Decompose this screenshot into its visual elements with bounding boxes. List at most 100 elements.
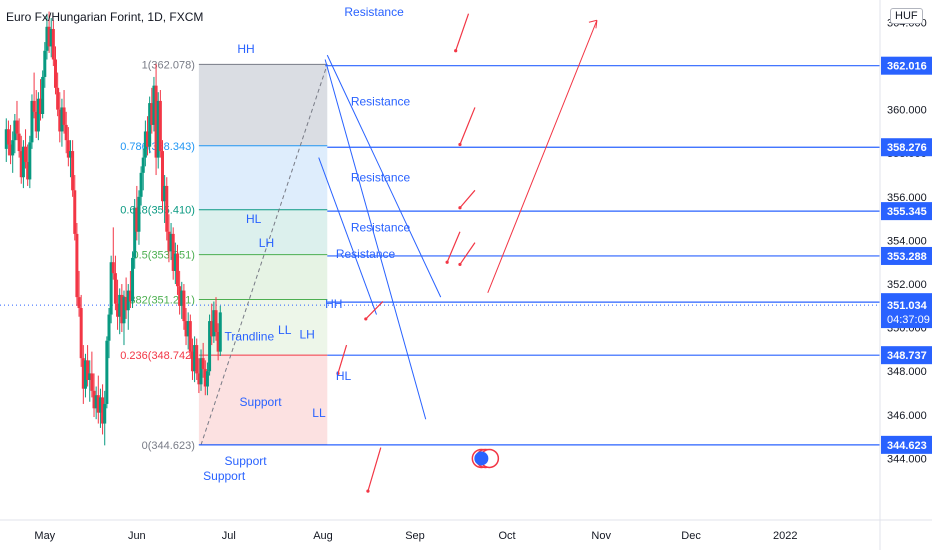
- chart-annotation: Support: [203, 469, 246, 483]
- candle-body: [128, 290, 132, 302]
- candle-body: [86, 360, 90, 380]
- candle-body: [163, 185, 167, 202]
- candle-body: [101, 397, 105, 424]
- candle-body: [126, 290, 130, 311]
- candle-body: [109, 262, 113, 315]
- annotation-arrow-tip: [454, 49, 458, 53]
- price-label-bg: [881, 346, 932, 365]
- fib-zone: [198, 64, 328, 146]
- candle-body: [167, 231, 171, 252]
- channel-inner-line: [318, 157, 377, 315]
- candle-body: [58, 109, 62, 132]
- candle-body: [15, 120, 19, 134]
- annotation-arrow-tip: [458, 142, 462, 147]
- chart-annotation: LL: [312, 406, 326, 420]
- candle-body: [4, 129, 8, 149]
- price-label-bg: [881, 435, 932, 454]
- candle-body: [113, 273, 117, 304]
- candle-body: [62, 107, 66, 125]
- fib-level-label: 0.382(351.291): [120, 294, 195, 306]
- candle-body: [79, 308, 83, 359]
- candle-body: [71, 151, 75, 191]
- candle-body: [81, 358, 85, 389]
- candle-body: [218, 312, 222, 352]
- candle-body: [49, 28, 53, 47]
- candle-body: [41, 76, 45, 114]
- candle-body: [120, 294, 124, 324]
- candle-body: [165, 185, 169, 232]
- candle-body: [135, 207, 139, 232]
- annotation-arrow: [337, 344, 348, 374]
- candle-body: [133, 207, 137, 258]
- price-label: 348.737: [887, 350, 927, 362]
- annotation-arrow: [459, 107, 476, 145]
- price-label-bg: [881, 56, 932, 75]
- candle-body: [131, 257, 135, 302]
- candle-body: [146, 131, 150, 147]
- chart-annotation: HH: [325, 297, 342, 311]
- price-label: 353.288: [887, 251, 927, 263]
- price-label-bg: [881, 202, 932, 221]
- countdown-label: 04:37:09: [887, 314, 930, 326]
- symbol-title: Euro Fx/Hungarian Forint, 1D, FXCM: [6, 10, 204, 24]
- x-tick-label: Sep: [405, 530, 425, 542]
- candle-body: [24, 146, 28, 162]
- price-axis: [880, 0, 932, 550]
- chart-annotation: Resistance: [336, 247, 396, 261]
- candle-body: [124, 297, 128, 311]
- candle-body: [107, 314, 111, 341]
- candle-body: [45, 26, 49, 51]
- annotation-arrow: [455, 13, 470, 51]
- candle-body: [105, 340, 109, 404]
- candle-body: [66, 140, 70, 158]
- candle-body: [64, 124, 68, 141]
- candle-body: [137, 196, 141, 232]
- y-tick-label: 356.000: [887, 192, 927, 204]
- annotation-arrow-tip: [458, 206, 462, 210]
- candle-body: [19, 151, 23, 178]
- candle-body: [56, 87, 60, 110]
- chart-annotation: Support: [225, 454, 268, 468]
- price-label: 358.276: [887, 142, 927, 154]
- currency-button[interactable]: HUF: [890, 8, 923, 24]
- candle-body: [190, 351, 194, 372]
- candle-body: [88, 373, 92, 380]
- candle-body: [77, 297, 81, 309]
- event-badge-flag: [474, 451, 489, 466]
- candle-body: [141, 157, 145, 173]
- price-label-bg: [881, 138, 932, 157]
- chart-annotation: HL: [336, 369, 352, 383]
- candle-body: [111, 262, 115, 274]
- candle-body: [161, 151, 164, 202]
- y-tick-label: 360.000: [887, 105, 927, 117]
- fib-level-label: 0(344.623): [142, 440, 195, 452]
- annotation-arrow-tip: [364, 317, 368, 321]
- candle-body: [171, 233, 175, 271]
- x-tick-label: Jun: [128, 530, 146, 542]
- candle-body: [90, 373, 94, 391]
- annotation-arrow-tip: [366, 489, 370, 493]
- candle-body: [68, 151, 72, 158]
- candle-body: [156, 100, 160, 158]
- fib-level-label: 0.236(348.742): [120, 350, 195, 362]
- candle-body: [36, 98, 40, 132]
- candle-body: [28, 142, 32, 180]
- candle-body: [216, 332, 220, 352]
- x-tick-label: May: [34, 530, 55, 542]
- candle-body: [175, 253, 179, 287]
- candle-body: [118, 294, 122, 317]
- candle-body: [182, 290, 186, 322]
- candle-body: [197, 373, 201, 385]
- projection-arrow-head: [588, 19, 598, 29]
- candle-body: [83, 360, 87, 389]
- chart-annotation: LL: [278, 323, 292, 337]
- fib-zone: [198, 209, 328, 255]
- projection-arrow-line: [487, 20, 598, 293]
- candle-body: [60, 107, 64, 132]
- candle-body: [43, 50, 47, 77]
- annotation-arrow-tip: [445, 260, 449, 264]
- candle-body: [205, 371, 209, 387]
- candle-body: [30, 100, 34, 143]
